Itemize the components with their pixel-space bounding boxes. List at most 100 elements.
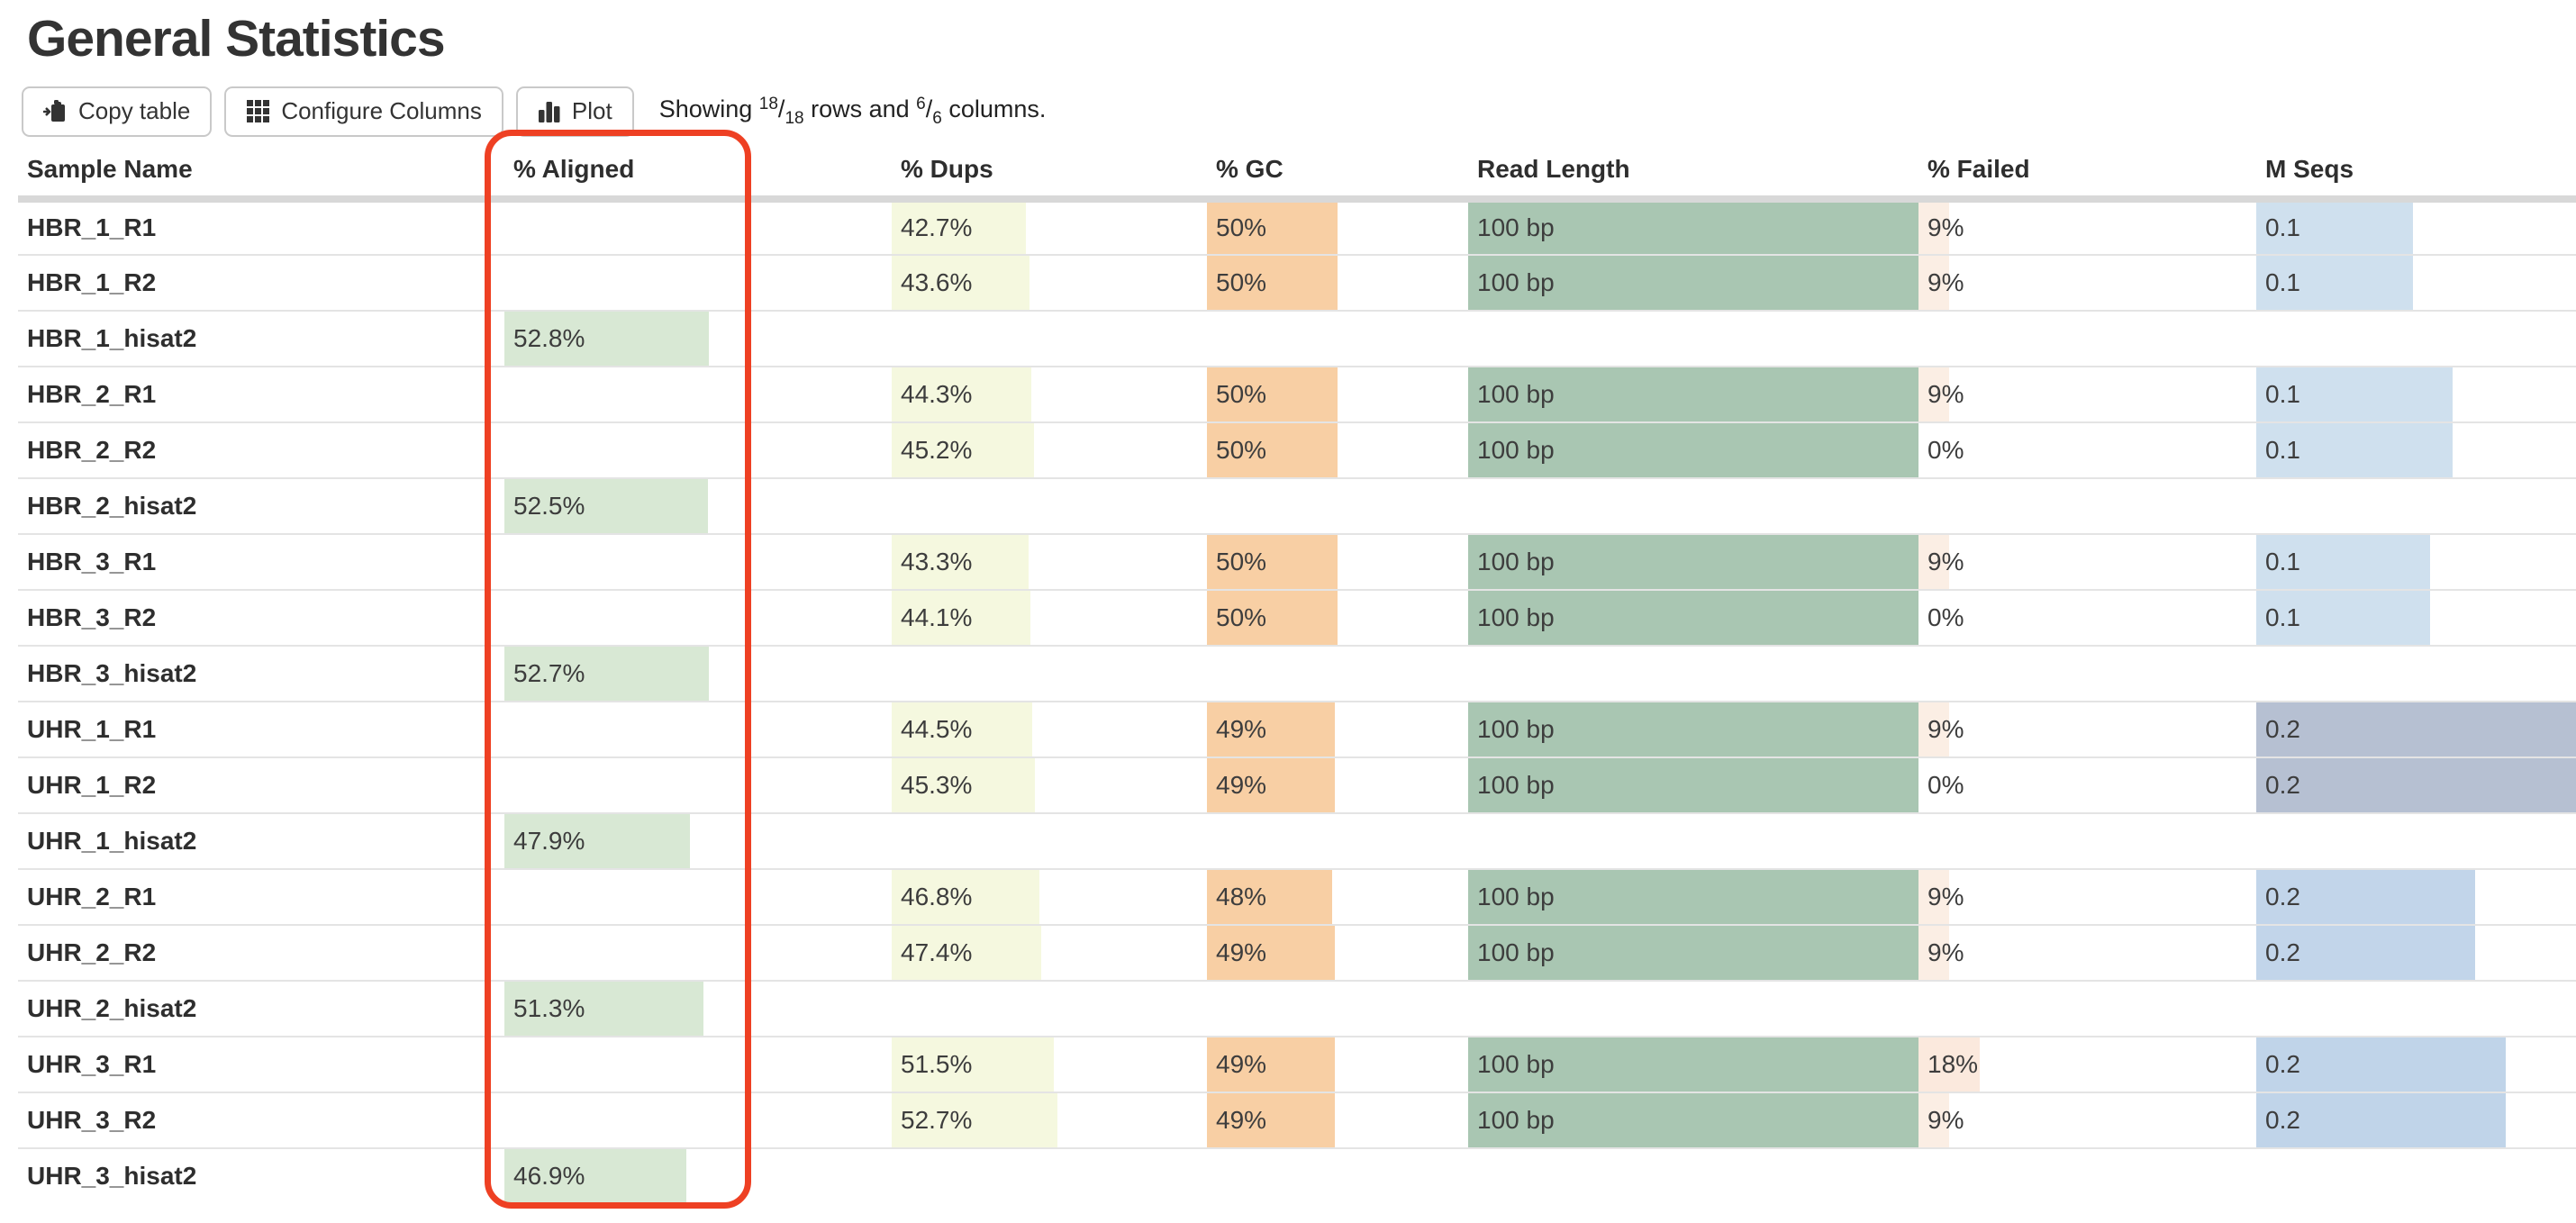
cell-value: 100 bp bbox=[1477, 547, 1555, 575]
data-bar bbox=[892, 590, 1031, 645]
sample-name-cell: UHR_1_R1 bbox=[18, 700, 504, 757]
aligned-cell bbox=[504, 1091, 892, 1148]
data-bar bbox=[1468, 925, 1918, 980]
aligned-cell: 46.9% bbox=[504, 1146, 892, 1204]
mseqs-cell: 0.2 bbox=[2256, 756, 2576, 813]
failed-cell bbox=[1918, 979, 2256, 1037]
table-row: UHR_3_hisat2 46.9% bbox=[18, 1146, 2576, 1204]
data-bar bbox=[1207, 757, 1336, 812]
cell-value: 52.5% bbox=[513, 491, 585, 520]
failed-cell: 9% bbox=[1918, 923, 2256, 981]
failed-cell: 9% bbox=[1918, 365, 2256, 422]
sample-name-cell: UHR_1_hisat2 bbox=[18, 811, 504, 869]
failed-cell bbox=[1918, 309, 2256, 367]
cell-value: 48% bbox=[1216, 882, 1267, 910]
dups-cell: 47.4% bbox=[892, 923, 1207, 981]
configure-columns-button[interactable]: Configure Columns bbox=[224, 86, 503, 137]
gc-cell: 49% bbox=[1207, 1035, 1468, 1092]
cell-value: 50% bbox=[1216, 435, 1267, 464]
dups-cell bbox=[892, 1146, 1207, 1204]
cell-value: 0.1 bbox=[2265, 547, 2300, 575]
gc-cell bbox=[1207, 979, 1468, 1037]
table-row: UHR_2_hisat2 51.3% bbox=[18, 979, 2576, 1037]
column-header-failed[interactable]: % Failed bbox=[1918, 143, 2256, 203]
cell-value: 44.3% bbox=[901, 379, 973, 408]
cell-value: 0.2 bbox=[2265, 1105, 2300, 1134]
column-header-gc[interactable]: % GC bbox=[1207, 143, 1468, 203]
data-bar bbox=[892, 757, 1035, 812]
sample-name-cell: HBR_2_R1 bbox=[18, 365, 504, 422]
table-row: HBR_3_R2 44.1% 50% 100 bp 0% 0.1 bbox=[18, 588, 2576, 646]
gc-cell: 50% bbox=[1207, 365, 1468, 422]
showing-summary: Showing 18/18 rows and 6/6 columns. bbox=[658, 94, 1047, 128]
dups-cell bbox=[892, 476, 1207, 534]
data-bar bbox=[892, 1092, 1058, 1147]
cell-value: 100 bp bbox=[1477, 1049, 1555, 1078]
cell-value: 45.2% bbox=[901, 435, 973, 464]
column-header-readlen[interactable]: Read Length bbox=[1468, 143, 1918, 203]
showing-word: Showing bbox=[658, 95, 753, 122]
cell-value: 0% bbox=[1927, 770, 1964, 799]
failed-cell: 0% bbox=[1918, 421, 2256, 478]
copy-table-label: Copy table bbox=[78, 97, 191, 125]
mseqs-cell: 0.2 bbox=[2256, 700, 2576, 757]
data-bar bbox=[2256, 367, 2454, 421]
data-bar bbox=[1207, 1092, 1336, 1147]
readlen-cell: 100 bp bbox=[1468, 588, 1918, 646]
aligned-cell bbox=[504, 253, 892, 311]
data-bar bbox=[1207, 255, 1338, 310]
cell-value: 52.7% bbox=[513, 658, 585, 687]
gc-cell bbox=[1207, 1146, 1468, 1204]
table-row: UHR_1_R2 45.3% 49% 100 bp 0% 0.2 bbox=[18, 756, 2576, 813]
data-bar bbox=[1918, 1037, 1980, 1092]
data-bar bbox=[1468, 422, 1918, 477]
data-bar bbox=[2256, 869, 2476, 924]
cell-value: 100 bp bbox=[1477, 602, 1555, 631]
mseqs-cell: 0.1 bbox=[2256, 588, 2576, 646]
sample-name-cell: HBR_3_hisat2 bbox=[18, 644, 504, 702]
failed-cell bbox=[1918, 644, 2256, 702]
cell-value: 0.1 bbox=[2265, 267, 2300, 296]
readlen-cell bbox=[1468, 644, 1918, 702]
data-bar bbox=[892, 534, 1029, 589]
column-header-mseqs[interactable]: M Seqs bbox=[2256, 143, 2576, 203]
readlen-cell bbox=[1468, 1146, 1918, 1204]
cell-value: 100 bp bbox=[1477, 267, 1555, 296]
mseqs-cell: 0.1 bbox=[2256, 365, 2576, 422]
table-row: UHR_3_R2 52.7% 49% 100 bp 9% 0.2 bbox=[18, 1091, 2576, 1148]
dups-cell: 43.3% bbox=[892, 532, 1207, 590]
mseqs-cell bbox=[2256, 1146, 2576, 1204]
column-header-aligned[interactable]: % Aligned bbox=[504, 143, 892, 203]
dups-cell bbox=[892, 644, 1207, 702]
data-bar bbox=[1918, 255, 1949, 310]
cell-value: 0.1 bbox=[2265, 602, 2300, 631]
mseqs-cell: 0.2 bbox=[2256, 1035, 2576, 1092]
aligned-cell: 52.8% bbox=[504, 309, 892, 367]
readlen-cell: 100 bp bbox=[1468, 253, 1918, 311]
copy-table-button[interactable]: Copy table bbox=[22, 86, 213, 137]
data-bar bbox=[504, 311, 710, 366]
aligned-cell: 52.7% bbox=[504, 644, 892, 702]
data-bar bbox=[1918, 367, 1949, 421]
mseqs-cell bbox=[2256, 979, 2576, 1037]
column-header-dups[interactable]: % Dups bbox=[892, 143, 1207, 203]
data-bar bbox=[1468, 702, 1918, 756]
sample-name-cell: UHR_3_R1 bbox=[18, 1035, 504, 1092]
cell-value: 50% bbox=[1216, 602, 1267, 631]
column-header-sample[interactable]: Sample Name bbox=[18, 143, 504, 203]
rows-total-count: 18 bbox=[785, 108, 804, 128]
gc-cell bbox=[1207, 476, 1468, 534]
table-row: UHR_2_R2 47.4% 49% 100 bp 9% 0.2 bbox=[18, 923, 2576, 981]
cell-value: 100 bp bbox=[1477, 938, 1555, 966]
data-bar bbox=[892, 422, 1035, 477]
plot-button[interactable]: Plot bbox=[515, 86, 634, 137]
gc-cell: 50% bbox=[1207, 421, 1468, 478]
data-bar bbox=[1207, 1037, 1336, 1092]
readlen-cell: 100 bp bbox=[1468, 756, 1918, 813]
data-bar bbox=[1468, 590, 1918, 645]
readlen-cell: 100 bp bbox=[1468, 199, 1918, 255]
data-bar bbox=[892, 202, 1027, 254]
data-bar bbox=[1207, 422, 1338, 477]
failed-cell bbox=[1918, 1146, 2256, 1204]
cell-value: 0.1 bbox=[2265, 213, 2300, 242]
